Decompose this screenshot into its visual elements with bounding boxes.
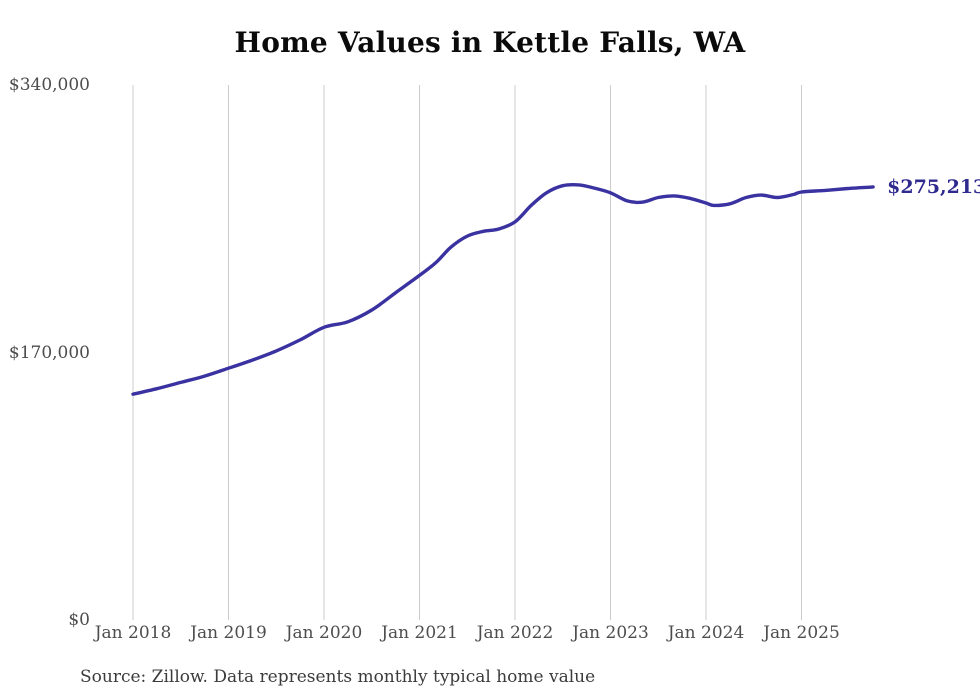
latest-value-label: $275,213	[887, 175, 980, 198]
chart-title: Home Values in Kettle Falls, WA	[234, 26, 746, 59]
y-axis-tick-label: $0	[68, 610, 90, 630]
x-axis-tick-label: Jan 2024	[667, 623, 745, 643]
y-axis-tick-label: $170,000	[8, 342, 90, 363]
x-axis-tick-label: Jan 2023	[572, 623, 649, 643]
x-axis-tick-label: Jan 2021	[381, 623, 458, 643]
x-axis-tick-label: Jan 2025	[763, 623, 840, 643]
x-axis-tick-label: Jan 2018	[94, 623, 172, 643]
gridlines-group	[132, 85, 802, 620]
home-value-line	[131, 182, 875, 396]
x-axis-tick-label: Jan 2022	[476, 623, 554, 643]
x-axis-tick-label: Jan 2020	[285, 623, 363, 643]
y-axis-tick-label: $340,000	[8, 75, 90, 95]
x-axis-tick-label: Jan 2019	[190, 623, 267, 643]
source-note: Source: Zillow. Data represents monthly …	[80, 667, 596, 687]
